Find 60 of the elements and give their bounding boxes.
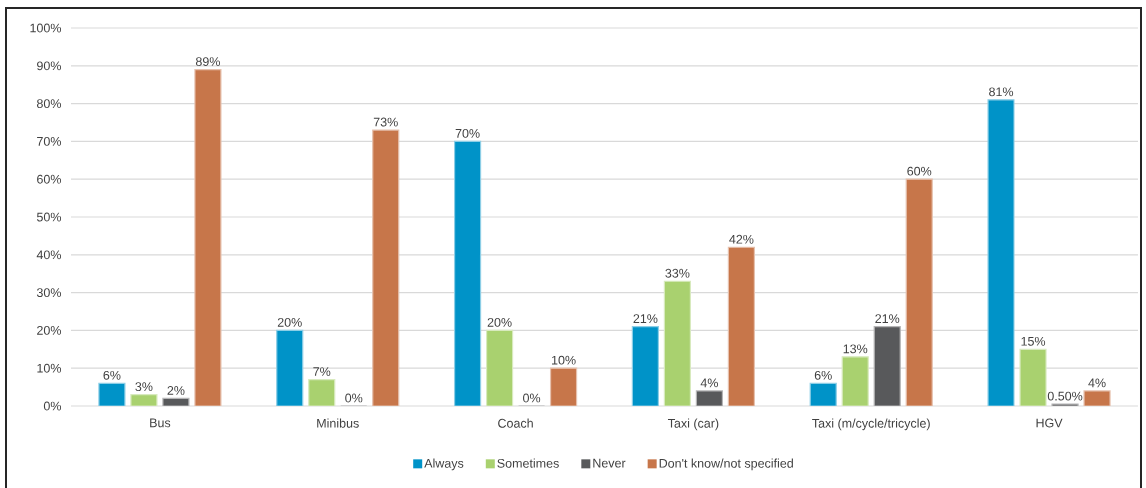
bar [841,356,869,406]
x-tick-label: Minibus [317,418,359,428]
legend-label: Don't know/not specified [659,458,793,471]
bar [276,329,304,406]
bar [485,329,514,406]
bar [453,140,482,406]
x-tick-label: Bus [150,418,171,428]
legend-label: Always [424,458,464,471]
data-label: 21% [633,314,658,324]
y-tick-label: 70% [37,136,62,146]
data-label: 6% [103,370,121,380]
data-label: 7% [313,367,331,376]
bar [194,68,222,406]
data-label: 2% [167,386,185,395]
data-label: 4% [1088,378,1106,388]
x-tick-label: Coach [498,418,533,428]
bar [549,367,578,406]
data-label: 10% [552,355,576,365]
bar [308,378,336,406]
data-label: 0% [345,393,363,403]
y-tick-label: 60% [37,174,62,184]
y-tick-label: 50% [36,212,62,222]
bar [905,178,933,406]
y-tick-label: 30% [36,288,62,298]
y-tick-label: 40% [36,250,62,260]
legend-label: Sometimes [497,458,559,468]
bar [1019,348,1047,406]
y-tick-label: 90% [37,61,62,71]
bar [873,326,901,406]
y-tick-label: 20% [37,325,62,335]
data-label: 70% [455,128,480,138]
data-label: 20% [277,317,302,327]
y-tick-label: 0% [43,401,62,411]
data-label: 6% [814,370,832,380]
data-label: 73% [373,117,398,127]
data-label: 0.50% [1047,391,1083,401]
data-label: 15% [1021,336,1046,346]
y-tick-label: 80% [37,99,62,109]
bar [631,326,659,406]
data-label: 60% [907,166,932,176]
legend-label: Never [593,458,626,468]
data-label: 42% [729,234,754,244]
data-label: 0% [523,393,541,403]
data-label: 21% [875,314,900,324]
data-label: 13% [843,344,868,354]
bar [372,129,400,406]
y-tick-label: 100% [30,23,62,33]
data-label: 4% [700,378,718,388]
data-label: 81% [989,87,1014,97]
data-label: 33% [665,268,690,278]
bar [663,280,691,406]
y-tick-label: 10% [37,363,62,373]
x-tick-label: Taxi (car) [667,418,719,431]
x-tick-label: Taxi (m/cycle/tricycle) [812,418,930,431]
bar [987,99,1015,406]
data-label: 3% [135,382,153,392]
x-tick-label: HGV [1036,418,1063,428]
data-label: 89% [195,57,220,66]
bar [727,246,755,406]
data-label: 20% [487,317,512,327]
